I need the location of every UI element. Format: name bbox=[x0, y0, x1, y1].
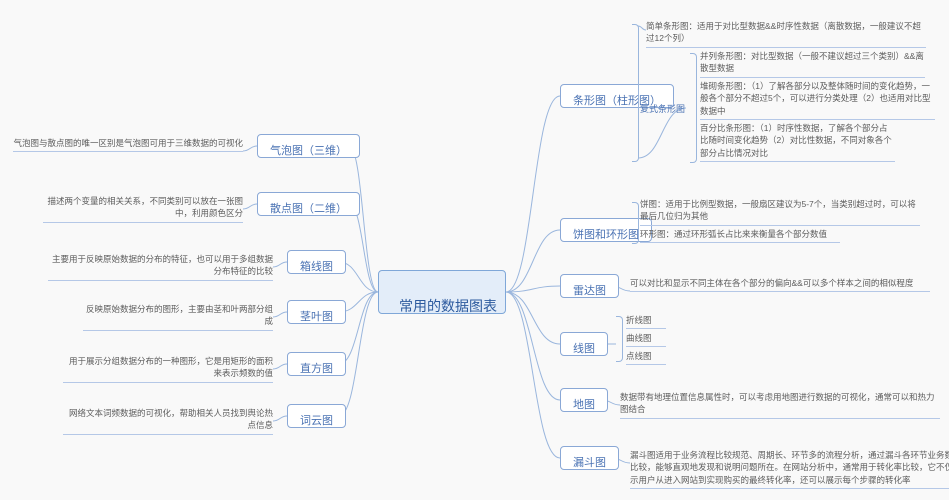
bracket bbox=[690, 53, 697, 163]
note-map: 数据带有地理位置信息属性时，可以考虑用地图进行数据的可视化，通常可以和热力图结合 bbox=[620, 391, 940, 419]
node-bubble: 气泡图（三维） bbox=[257, 134, 360, 158]
note-scatter: 描述两个变量的相关关系，不同类别可以放在一张图中，利用颜色区分 bbox=[43, 195, 243, 223]
note-bar-comp-1: 堆砌条形图：（1）了解各部分以及整体随时间的变化趋势，一般各个部分不超过5个，可… bbox=[700, 80, 935, 120]
node-boxplot: 箱线图 bbox=[287, 250, 346, 274]
note-funnel: 漏斗图适用于业务流程比较规范、周期长、环节多的流程分析，通过漏斗各环节业务数据的… bbox=[630, 449, 949, 489]
node-map: 地图 bbox=[560, 388, 608, 412]
label-compound: 复式条形图 bbox=[640, 102, 685, 115]
note-line-0: 折线图 bbox=[626, 314, 666, 329]
node-histogram: 直方图 bbox=[287, 352, 346, 376]
note-pie-1: 环形图：通过环形弧长占比来来衡量各个部分数值 bbox=[640, 228, 840, 243]
note-stemleaf: 反映原始数据分布的图形，主要由茎和叶两部分组成 bbox=[83, 303, 273, 331]
node-stemleaf: 茎叶图 bbox=[287, 300, 346, 324]
node-wordcloud: 词云图 bbox=[287, 404, 346, 428]
note-pie-0: 饼图：适用于比例型数据，一般扇区建议为5-7个，当类别超过时，可以将最后几位归为… bbox=[640, 198, 920, 226]
node-line: 线图 bbox=[560, 332, 608, 356]
bracket bbox=[632, 24, 639, 162]
mindmap-canvas: 常用的数据图表 气泡图（三维） 气泡图与散点图的唯一区别是气泡图可用于三维数据的可视… bbox=[0, 0, 949, 500]
node-funnel: 漏斗图 bbox=[560, 446, 619, 470]
node-radar: 雷达图 bbox=[560, 274, 619, 298]
note-bubble: 气泡图与散点图的唯一区别是气泡图可用于三维数据的可视化 bbox=[13, 137, 243, 152]
note-wordcloud: 网络文本词频数据的可视化，帮助相关人员找到舆论热点信息 bbox=[63, 407, 273, 435]
note-line-2: 点线图 bbox=[626, 350, 666, 365]
node-scatter: 散点图（二维） bbox=[257, 192, 360, 216]
note-histogram: 用于展示分组数据分布的一种图形，它是用矩形的面积来表示频数的值 bbox=[63, 355, 273, 383]
note-radar: 可以对比和显示不同主体在各个部分的偏向&&可以多个样本之间的相似程度 bbox=[630, 277, 930, 292]
bracket bbox=[632, 202, 639, 244]
note-boxplot: 主要用于反映原始数据的分布的特征，也可以用于多组数据分布特征的比较 bbox=[48, 253, 273, 281]
center-node: 常用的数据图表 bbox=[378, 270, 506, 314]
note-bar-simple: 简单条形图：适用于对比型数据&&时序性数据（离散数据，一般建议不超过12个列） bbox=[646, 20, 926, 48]
note-line-1: 曲线图 bbox=[626, 332, 666, 347]
note-bar-comp-0: 并列条形图：对比型数据（一般不建议超过三个类别）&&离散型数据 bbox=[700, 50, 925, 78]
note-bar-comp-2: 百分比条形图：（1）时序性数据，了解各个部分占比随时间变化趋势（2）对比性数据，… bbox=[700, 122, 895, 162]
bracket bbox=[616, 316, 623, 362]
